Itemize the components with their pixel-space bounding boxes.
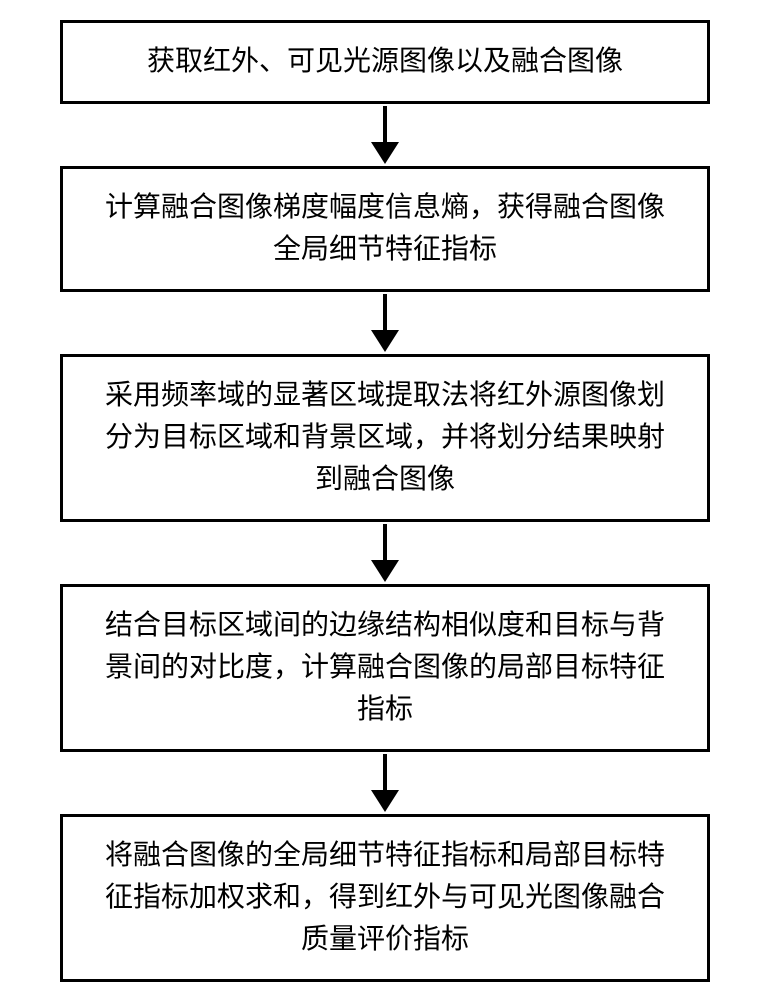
arrow-head-icon [371, 790, 399, 812]
arrow-4 [371, 754, 399, 812]
step-box-1: 获取红外、可见光源图像以及融合图像 [60, 20, 710, 104]
arrow-line-icon [383, 294, 387, 332]
flowchart-container: 获取红外、可见光源图像以及融合图像 计算融合图像梯度幅度信息熵，获得融合图像全局… [35, 20, 735, 982]
arrow-line-icon [383, 106, 387, 144]
arrow-2 [371, 294, 399, 352]
arrow-3 [371, 524, 399, 582]
arrow-head-icon [371, 560, 399, 582]
arrow-line-icon [383, 754, 387, 792]
step-box-3: 采用频率域的显著区域提取法将红外源图像划分为目标区域和背景区域，并将划分结果映射… [60, 354, 710, 522]
step-box-5: 将融合图像的全局细节特征指标和局部目标特征指标加权求和，得到红外与可见光图像融合… [60, 814, 710, 982]
arrow-line-icon [383, 524, 387, 562]
step-box-2: 计算融合图像梯度幅度信息熵，获得融合图像全局细节特征指标 [60, 166, 710, 292]
arrow-head-icon [371, 142, 399, 164]
step-box-4: 结合目标区域间的边缘结构相似度和目标与背景间的对比度，计算融合图像的局部目标特征… [60, 584, 710, 752]
arrow-head-icon [371, 330, 399, 352]
arrow-1 [371, 106, 399, 164]
